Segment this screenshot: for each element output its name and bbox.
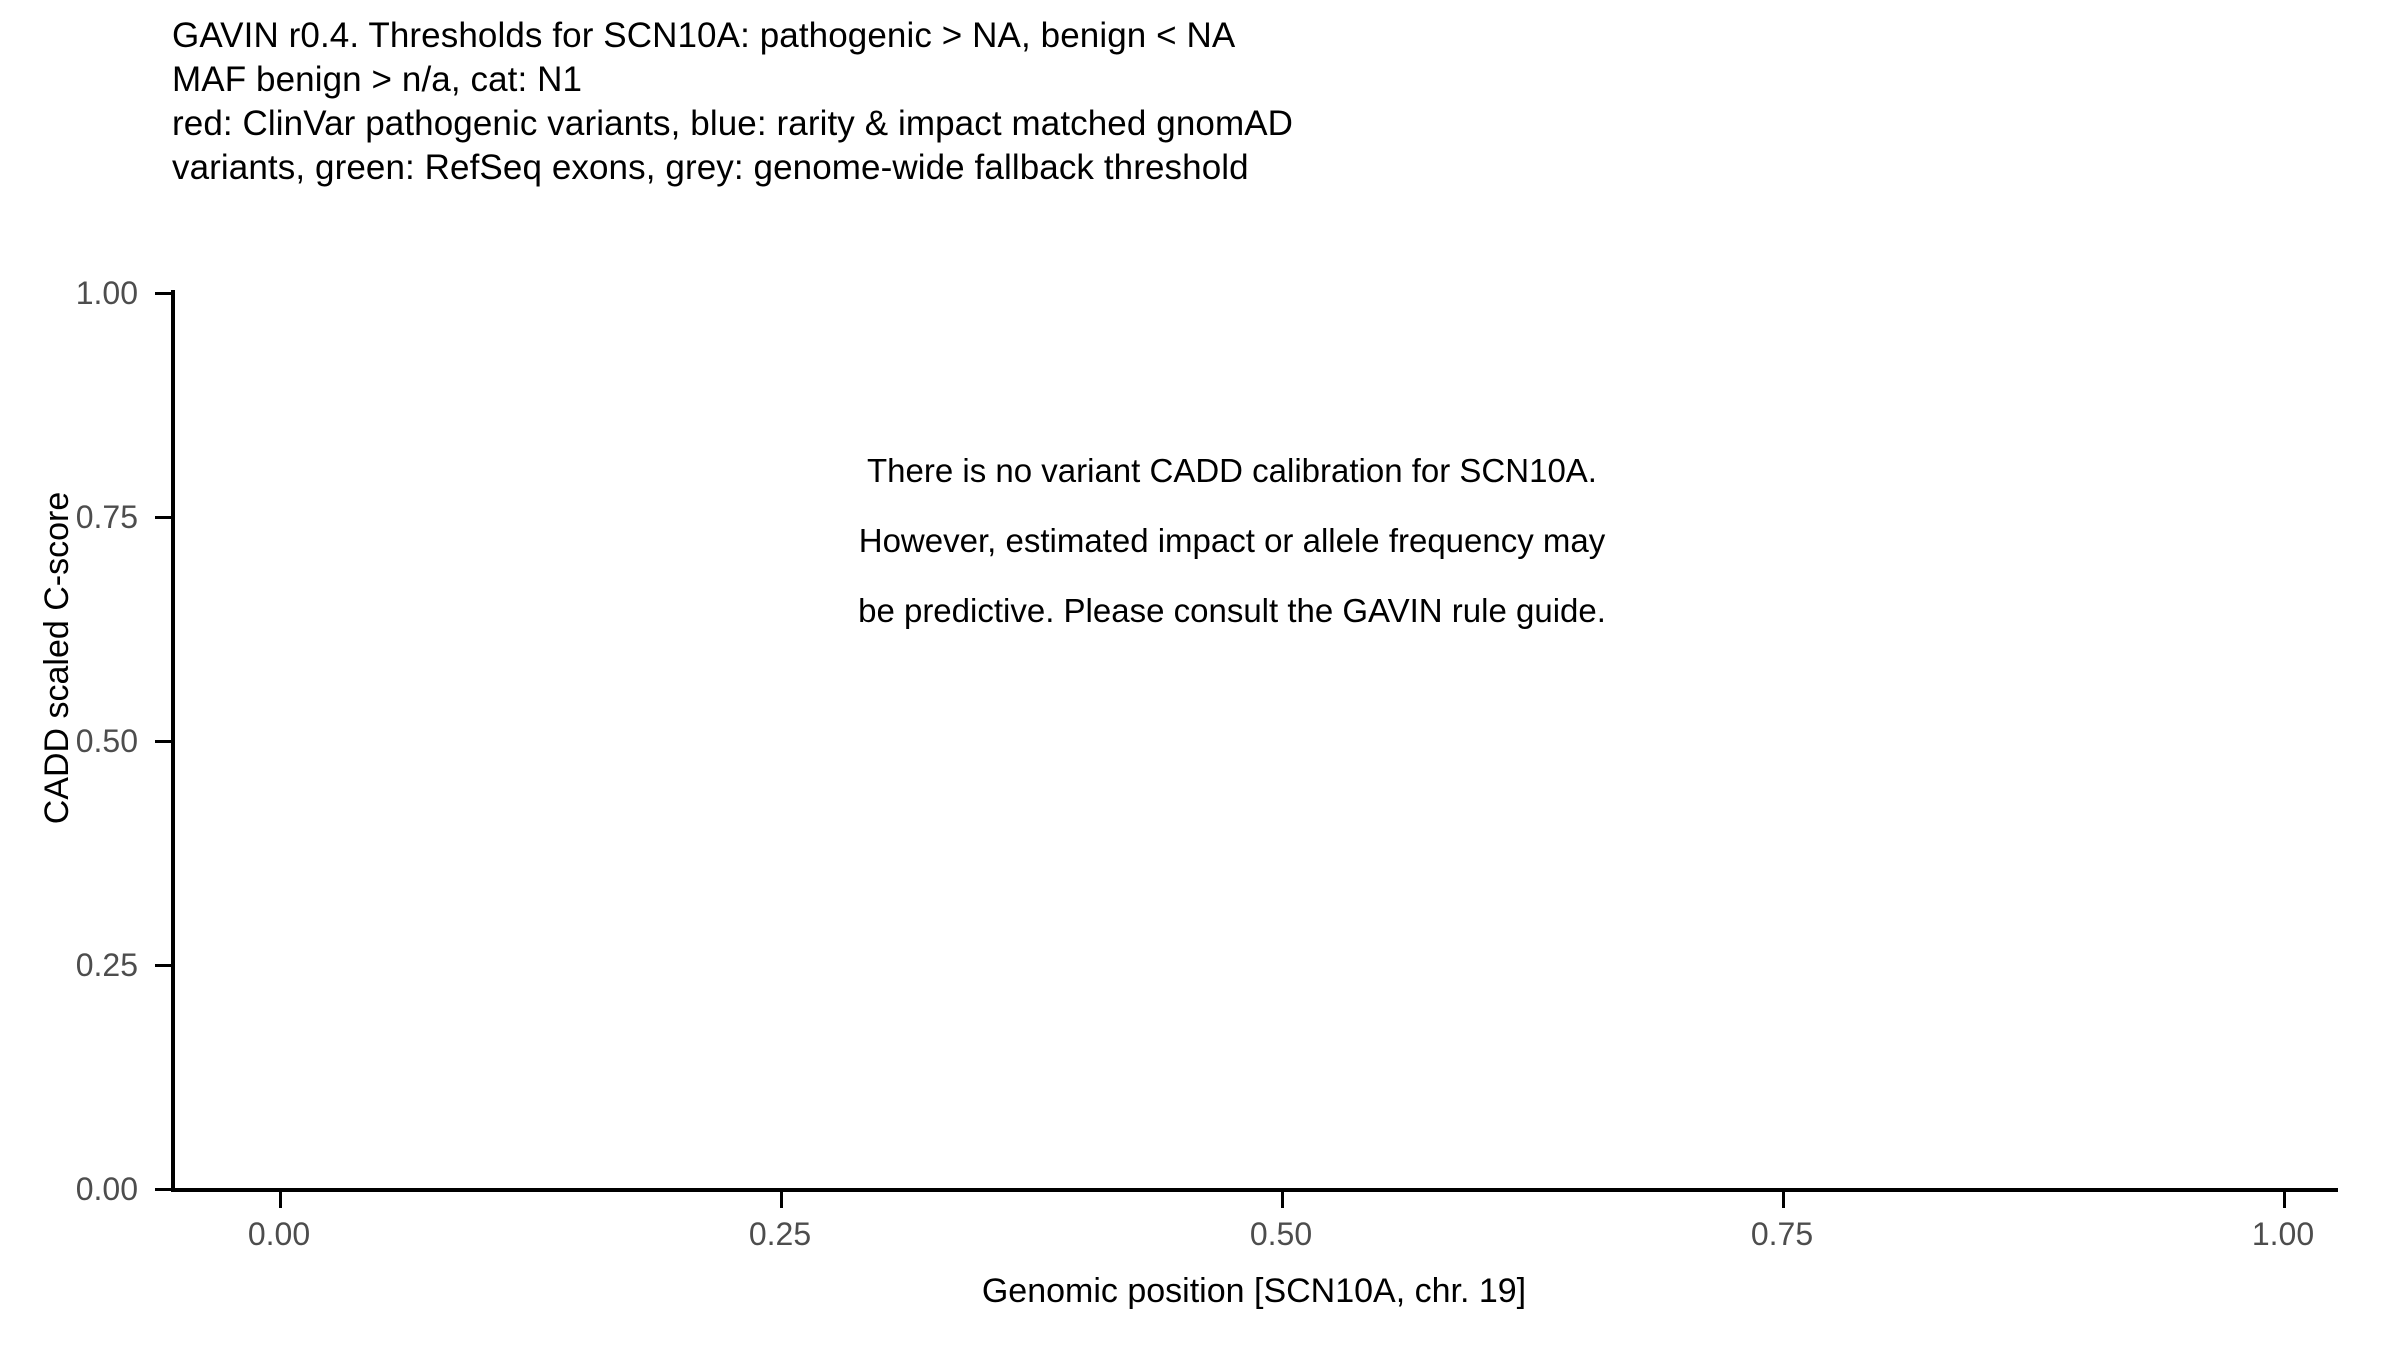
x-axis-title: Genomic position [SCN10A, chr. 19] bbox=[170, 1272, 2338, 1311]
y-axis-tick-label: 1.00 bbox=[75, 275, 138, 311]
y-axis-tick-label: 0.25 bbox=[75, 947, 138, 983]
y-axis-tick-label: 0.50 bbox=[75, 723, 138, 759]
y-axis-tick-mark bbox=[155, 292, 171, 295]
plot-title: GAVIN r0.4. Thresholds for SCN10A: patho… bbox=[172, 14, 2322, 190]
plot-title-line-2: MAF benign > n/a, cat: N1 bbox=[172, 60, 583, 99]
x-axis-line bbox=[171, 1188, 2338, 1192]
y-axis-tick-mark bbox=[155, 964, 171, 967]
plot-title-line-1: GAVIN r0.4. Thresholds for SCN10A: patho… bbox=[172, 16, 1236, 55]
y-axis-tick-mark bbox=[155, 516, 171, 519]
y-axis-title: CADD scaled C-score bbox=[34, 0, 80, 1350]
plot-panel bbox=[174, 292, 2338, 1190]
plot-annotation-line-2: However, estimated impact or allele freq… bbox=[858, 522, 1606, 559]
x-axis-title-text: Genomic position [SCN10A, chr. 19] bbox=[981, 1272, 1527, 1310]
x-axis-tick-label: 0.00 bbox=[247, 1216, 311, 1252]
y-axis-tick-label: 0.75 bbox=[75, 499, 138, 535]
plot-annotation: There is no variant CADD calibration for… bbox=[174, 436, 2338, 646]
plot-annotation-line-1: There is no variant CADD calibration for… bbox=[867, 452, 1597, 489]
x-axis-tick-label: 0.25 bbox=[748, 1216, 812, 1252]
x-axis-tick-label: 0.50 bbox=[1249, 1216, 1313, 1252]
y-axis-tick-label: 0.00 bbox=[75, 1171, 138, 1207]
x-axis-tick-mark bbox=[2283, 1192, 2286, 1208]
y-axis-line bbox=[171, 290, 175, 1192]
x-axis-tick-label: 0.75 bbox=[1750, 1216, 1814, 1252]
x-axis-tick-mark bbox=[1782, 1192, 1785, 1208]
x-axis-tick-mark bbox=[780, 1192, 783, 1208]
plot-annotation-line-3: be predictive. Please consult the GAVIN … bbox=[858, 592, 1606, 629]
plot-title-line-4: variants, green: RefSeq exons, grey: gen… bbox=[172, 148, 1249, 187]
x-axis-tick-label: 1.00 bbox=[2251, 1216, 2315, 1252]
y-axis-title-text: CADD scaled C-score bbox=[37, 491, 76, 825]
x-axis-tick-mark bbox=[1281, 1192, 1284, 1208]
plot-title-line-3: red: ClinVar pathogenic variants, blue: … bbox=[172, 104, 1294, 143]
y-axis-tick-mark bbox=[155, 1188, 171, 1191]
y-axis-tick-mark bbox=[155, 740, 171, 743]
x-axis-tick-mark bbox=[279, 1192, 282, 1208]
